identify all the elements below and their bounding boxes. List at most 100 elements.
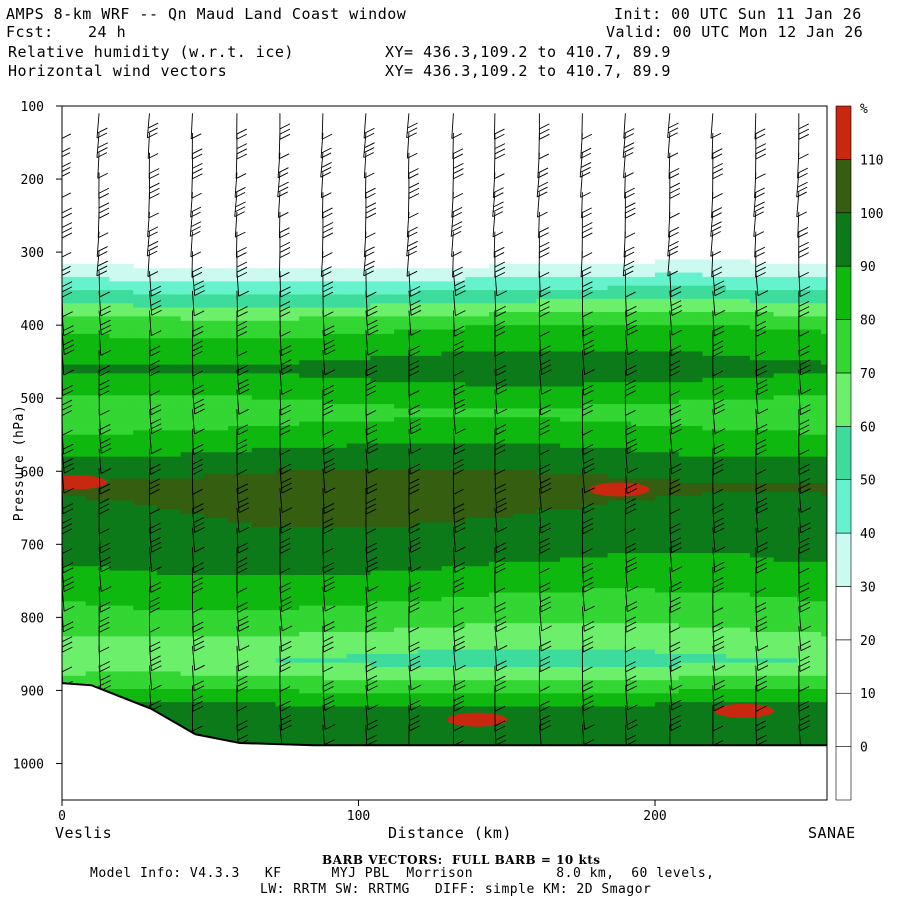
- rh-cell: [156, 627, 182, 633]
- barb-shaft: [321, 113, 324, 140]
- rh-cell: [251, 715, 277, 721]
- rh-cell: [156, 408, 182, 414]
- rh-cell: [678, 434, 704, 440]
- rh-cell: [62, 325, 87, 331]
- rh-cell: [251, 553, 277, 559]
- rh-cell: [299, 631, 324, 637]
- rh-cell: [133, 373, 158, 379]
- rh-cell: [749, 456, 775, 462]
- rh-cell: [702, 601, 727, 607]
- rh-cell: [512, 671, 538, 677]
- rh-cell: [85, 276, 111, 282]
- rh-cell: [607, 382, 632, 388]
- rh-cell: [275, 531, 300, 537]
- rh-cell: [512, 307, 538, 313]
- rh-cell: [275, 526, 300, 532]
- rh-cell: [702, 452, 727, 458]
- rh-cell: [726, 741, 751, 747]
- rh-cell: [204, 680, 229, 686]
- rh-cell: [228, 461, 253, 467]
- rh-cell: [583, 430, 609, 436]
- rh-cell: [299, 513, 324, 519]
- rh-cell: [536, 710, 561, 716]
- rh-cell: [251, 724, 277, 730]
- barb-flag: [192, 607, 203, 614]
- rh-cell: [299, 544, 324, 550]
- rh-cell: [512, 276, 538, 282]
- rh-cell: [773, 596, 798, 602]
- rh-cell: [417, 425, 443, 431]
- rh-cell: [631, 425, 656, 431]
- rh-cell: [607, 347, 632, 353]
- barb-flag: [281, 350, 292, 357]
- rh-cell: [299, 518, 324, 523]
- rh-cell: [156, 526, 182, 532]
- rh-cell: [773, 702, 798, 708]
- rh-cell: [346, 535, 371, 541]
- rh-cell: [133, 325, 158, 331]
- rh-cell: [62, 522, 87, 528]
- rh-cell: [607, 588, 632, 594]
- rh-cell: [156, 303, 182, 309]
- barb-flag: [281, 601, 292, 608]
- rh-cell: [773, 557, 798, 563]
- rh-cell: [322, 732, 348, 738]
- rh-cell: [275, 386, 300, 392]
- barb-flag: [192, 705, 204, 712]
- rh-cell: [204, 728, 229, 734]
- rh-cell: [370, 285, 395, 291]
- rh-cell: [322, 351, 348, 357]
- rh-cell: [228, 588, 253, 594]
- rh-cell: [560, 649, 585, 655]
- rh-cell: [655, 706, 680, 712]
- rh-cell: [560, 724, 585, 730]
- rh-cell: [133, 693, 158, 699]
- barb-flag: [147, 226, 159, 233]
- rh-cell: [655, 645, 680, 651]
- rh-cell: [275, 544, 300, 550]
- rh-cell: [773, 272, 798, 278]
- rh-cell: [370, 522, 395, 528]
- rh-cell: [299, 653, 324, 659]
- barb-flag: [147, 245, 158, 252]
- rh-cell: [465, 610, 490, 616]
- rh-cell: [322, 737, 348, 743]
- barb-flag: [324, 724, 336, 730]
- rh-cell: [797, 513, 822, 519]
- rh-cell: [251, 447, 277, 453]
- barb-flag: [279, 449, 291, 456]
- rh-cell: [607, 618, 632, 624]
- rh-cell: [251, 320, 277, 326]
- rh-cell: [678, 649, 704, 655]
- rh-cell: [299, 614, 324, 620]
- rh-cell: [85, 465, 111, 471]
- rh-cell: [109, 645, 134, 651]
- barb-flag: [192, 577, 203, 583]
- rh-cell: [726, 557, 751, 563]
- rh-cell: [275, 452, 300, 458]
- rh-cell: [821, 351, 827, 357]
- rh-cell: [607, 272, 632, 278]
- rh-cell: [62, 596, 87, 602]
- rh-cell: [465, 667, 490, 673]
- rh-cell: [560, 395, 585, 401]
- barb-flag: [323, 384, 334, 391]
- rh-cell: [85, 500, 111, 506]
- rh-cell: [655, 355, 680, 361]
- rh-cell: [370, 710, 395, 716]
- barb-flag: [62, 171, 71, 177]
- rh-cell: [726, 342, 751, 348]
- rh-cell: [773, 544, 798, 550]
- rh-cell: [299, 675, 324, 681]
- rh-cell: [678, 325, 704, 331]
- rh-cell: [749, 702, 775, 708]
- rh-cell: [655, 680, 680, 686]
- rh-cell: [465, 697, 490, 703]
- rh-cell: [346, 443, 371, 449]
- rh-cell: [631, 439, 656, 445]
- rh-cell: [441, 658, 466, 664]
- rh-cell: [512, 592, 538, 598]
- rh-cell: [536, 320, 561, 326]
- rh-cell: [109, 504, 134, 510]
- rh-cell: [85, 601, 111, 607]
